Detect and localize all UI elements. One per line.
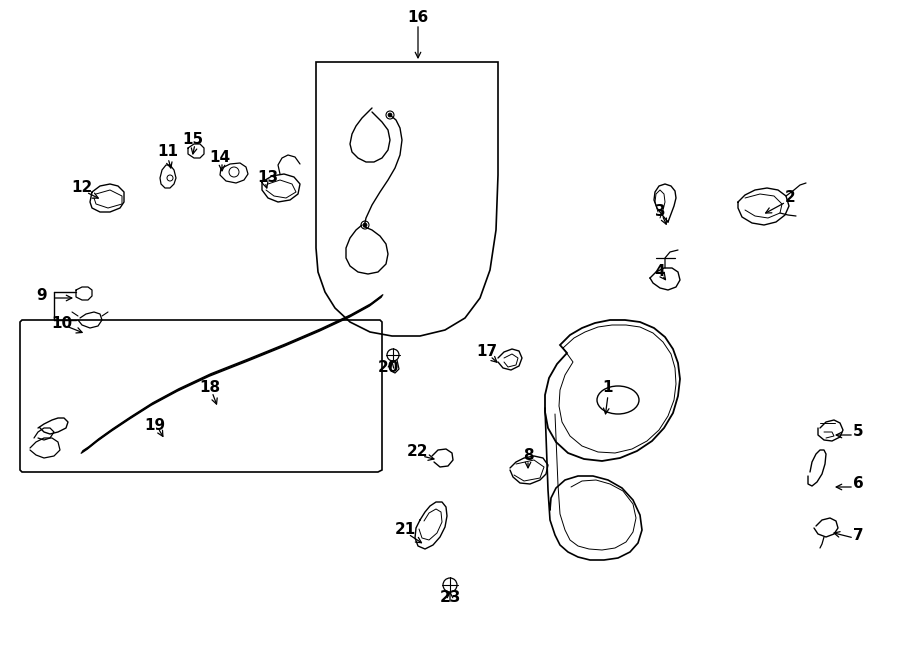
- Text: 2: 2: [785, 190, 796, 206]
- Text: 19: 19: [144, 418, 166, 432]
- Circle shape: [386, 111, 394, 119]
- Text: 16: 16: [408, 11, 428, 26]
- Text: 7: 7: [852, 527, 863, 543]
- Text: 18: 18: [200, 381, 220, 395]
- Text: 23: 23: [439, 590, 461, 605]
- Text: 6: 6: [852, 477, 863, 492]
- Text: 1: 1: [603, 381, 613, 395]
- Text: 4: 4: [654, 264, 665, 280]
- Circle shape: [388, 113, 392, 117]
- Text: 22: 22: [407, 444, 428, 459]
- Circle shape: [363, 223, 367, 227]
- Text: 11: 11: [158, 145, 178, 159]
- Text: 21: 21: [394, 522, 416, 537]
- Text: 13: 13: [257, 171, 279, 186]
- Text: 3: 3: [654, 204, 665, 219]
- Circle shape: [361, 221, 369, 229]
- Text: 12: 12: [71, 180, 93, 196]
- Text: 8: 8: [523, 447, 534, 463]
- Text: 10: 10: [51, 315, 73, 330]
- Text: 5: 5: [852, 424, 863, 440]
- Text: 15: 15: [183, 132, 203, 147]
- Text: 9: 9: [37, 288, 48, 303]
- Text: 14: 14: [210, 151, 230, 165]
- Text: 17: 17: [476, 344, 498, 360]
- Text: 20: 20: [377, 360, 399, 375]
